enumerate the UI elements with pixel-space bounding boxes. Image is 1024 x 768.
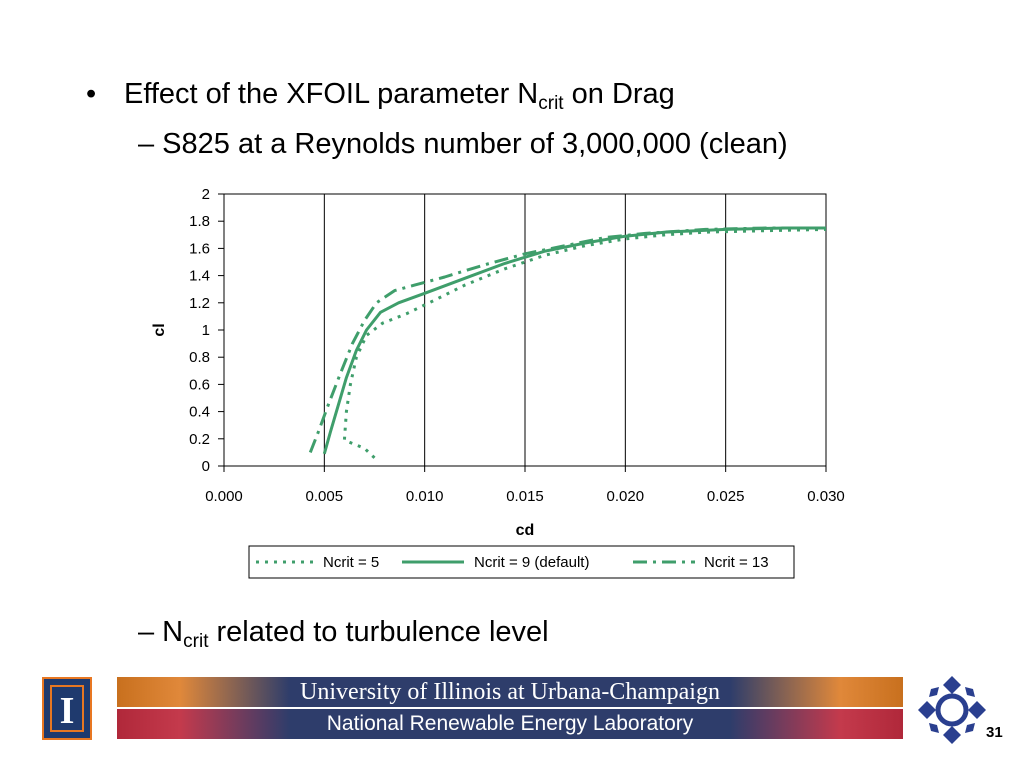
y-tick-label: 0 [202, 458, 210, 475]
x-tick-label: 0.005 [306, 488, 344, 505]
x-tick-label: 0.000 [205, 488, 243, 505]
chart-tick-labels: 0.000 0.005 0.010 0.015 0.020 0.025 0.030 0 0.2 0… [189, 186, 845, 505]
x-tick-label: 0.010 [406, 488, 444, 505]
x-tick-label: 0.025 [707, 488, 745, 505]
university-logo: I [42, 677, 92, 740]
page-number: 31 [986, 724, 1003, 741]
footer-subtitle: National Renewable Energy Laboratory [326, 712, 694, 735]
chart-series [308, 226, 827, 459]
bullet-text: Effect of the XFOIL parameter N [124, 78, 539, 110]
y-tick-label: 0.4 [189, 404, 210, 421]
sub2-subscript: crit [183, 631, 209, 652]
x-tick-label: 0.030 [807, 488, 845, 505]
legend-box [248, 545, 795, 579]
drag-polar-chart: 0.000 0.005 0.010 0.015 0.020 0.025 0.030 0 0.2 0… [151, 186, 845, 579]
nrel-diamond-icon [918, 676, 986, 744]
y-tick-label: 2 [202, 186, 210, 203]
bullet-symbol: • [86, 78, 97, 110]
y-tick-label: 1.4 [189, 268, 210, 285]
footer-title: University of Illinois at Urbana-Champai… [300, 679, 720, 705]
x-tick-label: 0.020 [607, 488, 645, 505]
legend-label-1: Ncrit = 5 [323, 554, 379, 571]
series-line-3 [308, 226, 826, 453]
y-tick-label: 0.2 [189, 431, 210, 448]
sub2-text-end: related to turbulence level [208, 616, 549, 648]
y-axis-label: cl [151, 323, 168, 336]
y-tick-label: 0.8 [189, 349, 210, 366]
y-tick-label: 1.6 [189, 240, 210, 257]
x-tick-label: 0.015 [506, 488, 544, 505]
bullet-effect-ncrit: • Effect of the XFOIL parameter Ncrit on … [86, 76, 675, 114]
legend-label-2: Ncrit = 9 (default) [474, 554, 589, 571]
y-tick-label: 0.6 [189, 376, 210, 393]
chart-legend: Ncrit = 5 Ncrit = 9 (default) Ncrit = 13 [248, 545, 795, 579]
footer-banner: University of Illinois at Urbana-Champai… [117, 677, 903, 739]
sub-bullet-s825: – S825 at a Reynolds number of 3,000,000… [138, 128, 788, 160]
chart-axes [218, 193, 827, 472]
y-tick-label: 1.2 [189, 295, 210, 312]
legend-label-3: Ncrit = 13 [704, 554, 769, 571]
series-line-2 [322, 226, 826, 455]
y-tick-label: 1.8 [189, 213, 210, 230]
bullet-subscript: crit [538, 93, 564, 114]
sub-bullet-turbulence: – Ncrit related to turbulence level [138, 614, 549, 652]
y-tick-label: 1 [202, 322, 210, 339]
bullet-text-end: on Drag [563, 78, 675, 110]
chart-gridlines [223, 194, 827, 466]
university-logo-letter: I [60, 690, 75, 732]
series-line-1 [342, 227, 827, 459]
sub2-text: – N [138, 616, 184, 648]
x-axis-label: cd [516, 522, 535, 539]
